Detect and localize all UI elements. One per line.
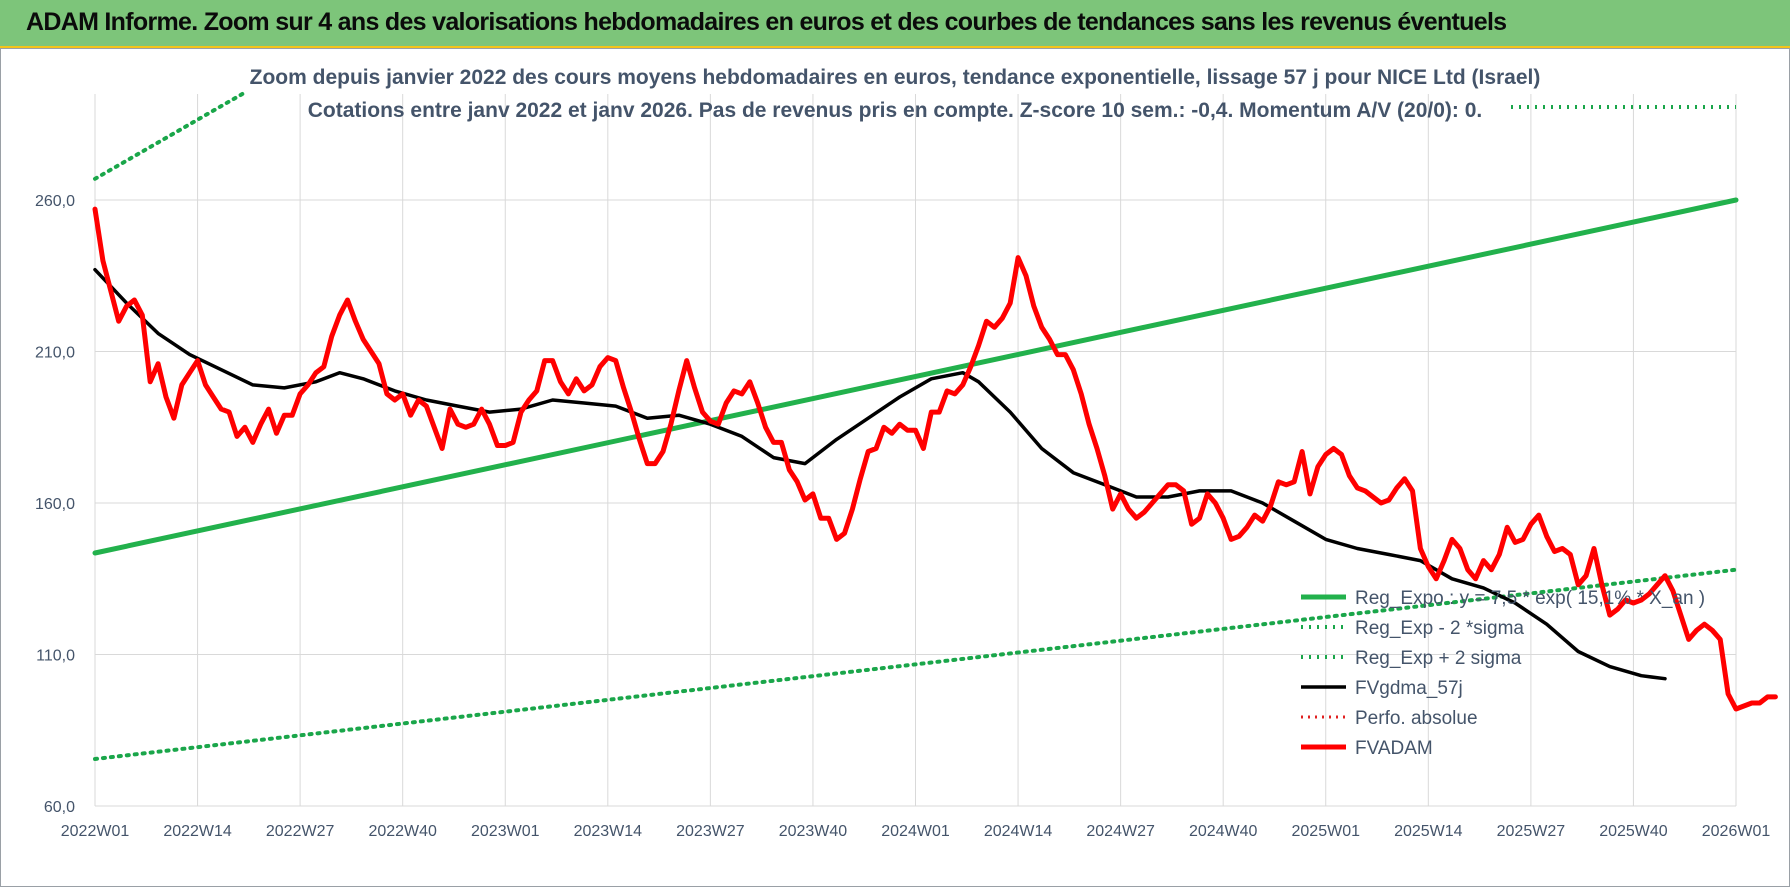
x-tick-label: 2024W14 bbox=[984, 823, 1053, 840]
legend-item-fvgdma: FVgdma_57j bbox=[1301, 678, 1463, 699]
reg-exp-minus-2sigma-line bbox=[93, 567, 1738, 761]
x-tick-label: 2023W01 bbox=[471, 823, 540, 840]
legend-label: FVADAM bbox=[1355, 738, 1433, 759]
x-tick-label: 2022W27 bbox=[266, 823, 335, 840]
y-tick-label: 160,0 bbox=[35, 496, 75, 513]
series-layer bbox=[92, 92, 1778, 761]
x-tick-label: 2024W01 bbox=[881, 823, 950, 840]
x-tick-label: 2023W40 bbox=[779, 823, 848, 840]
y-tick-label: 260,0 bbox=[35, 193, 75, 210]
x-tick-label: 2025W14 bbox=[1394, 823, 1463, 840]
x-tick-label: 2023W27 bbox=[676, 823, 745, 840]
page-title: ADAM Informe. Zoom sur 4 ans des valoris… bbox=[26, 8, 1507, 36]
x-tick-label: 2023W14 bbox=[574, 823, 643, 840]
x-tick-label: 2025W27 bbox=[1497, 823, 1566, 840]
x-tick-label: 2022W01 bbox=[61, 823, 130, 840]
legend-item-perfo: Perfo. absolue bbox=[1301, 708, 1478, 729]
legend-item-reg-exp-minus: Reg_Exp - 2 *sigma bbox=[1301, 618, 1524, 639]
legend-label: Reg_Exp - 2 *sigma bbox=[1355, 618, 1524, 639]
legend-item-reg-exp-plus: Reg_Exp + 2 sigma bbox=[1301, 648, 1522, 669]
reg-exp-plus-2sigma-line bbox=[93, 92, 245, 181]
title-banner: ADAM Informe. Zoom sur 4 ans des valoris… bbox=[0, 0, 1790, 48]
legend-label: Reg_Expo : y = 7,5 * exp( 15,1% * X_an ) bbox=[1355, 588, 1705, 609]
fvgdma-57j-line bbox=[93, 267, 1667, 681]
x-axis-ticks: 2022W01 2022W14 2022W27 2022W40 2023W01 2023W… bbox=[61, 823, 1771, 840]
chart-subtitle: Cotations entre janv 2022 et janv 2026. … bbox=[308, 99, 1482, 122]
legend-label: FVgdma_57j bbox=[1355, 678, 1463, 699]
chart-frame: Zoom depuis janvier 2022 des cours moyen… bbox=[0, 48, 1790, 887]
x-tick-label: 2022W14 bbox=[163, 823, 232, 840]
legend-label: Reg_Exp + 2 sigma bbox=[1355, 648, 1522, 669]
y-tick-label: 60,0 bbox=[44, 799, 75, 816]
legend-item-fvadam: FVADAM bbox=[1301, 738, 1433, 759]
chart: Zoom depuis janvier 2022 des cours moyen… bbox=[35, 66, 1778, 840]
fvadam-line bbox=[92, 206, 1778, 712]
x-tick-label: 2024W40 bbox=[1189, 823, 1258, 840]
y-tick-label: 210,0 bbox=[35, 345, 75, 362]
gridlines bbox=[94, 94, 1737, 807]
chart-title: Zoom depuis janvier 2022 des cours moyen… bbox=[250, 66, 1541, 89]
legend-item-reg-expo: Reg_Expo : y = 7,5 * exp( 15,1% * X_an ) bbox=[1301, 588, 1705, 609]
legend-label: Perfo. absolue bbox=[1355, 708, 1478, 729]
legend: Reg_Expo : y = 7,5 * exp( 15,1% * X_an )… bbox=[1301, 588, 1705, 759]
x-tick-label: 2024W27 bbox=[1086, 823, 1155, 840]
x-tick-label: 2025W40 bbox=[1599, 823, 1668, 840]
reg-expo-line bbox=[92, 197, 1739, 556]
x-tick-label: 2022W40 bbox=[368, 823, 437, 840]
x-tick-label: 2026W01 bbox=[1702, 823, 1771, 840]
y-axis-ticks: 60,0 110,0 160,0 210,0 260,0 bbox=[35, 193, 75, 816]
y-tick-label: 110,0 bbox=[36, 648, 75, 665]
x-tick-label: 2025W01 bbox=[1292, 823, 1361, 840]
